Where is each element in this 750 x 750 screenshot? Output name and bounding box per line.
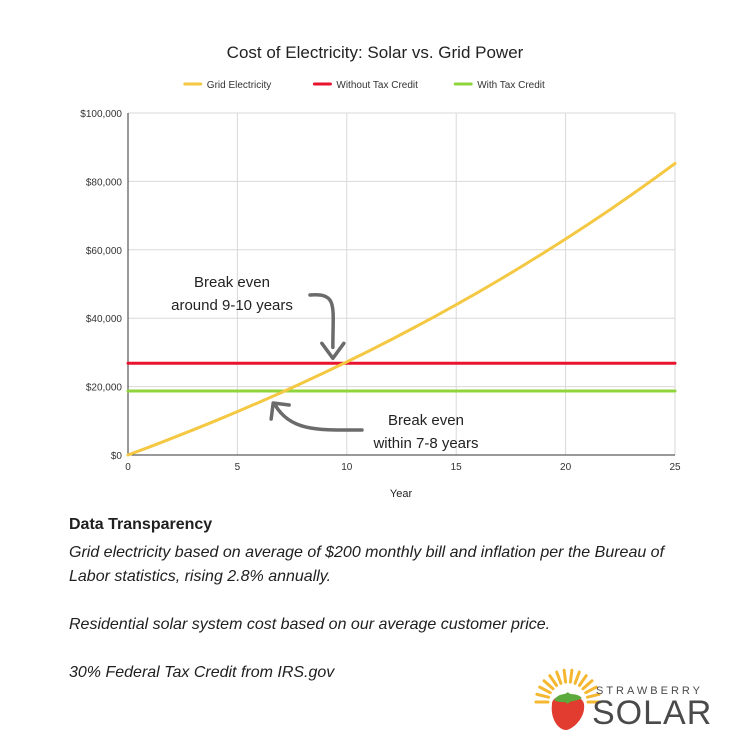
strawberry-solar-logo: STRAWBERRY SOLAR [534, 668, 712, 732]
strawberry-icon [551, 695, 585, 730]
annotation-text: within 7-8 years [372, 435, 478, 452]
chart-annotations: Break even around 9-10 years Break even wit… [171, 274, 478, 452]
annotation-text: Break even [194, 274, 270, 291]
y-tick-label: $60,000 [86, 246, 123, 257]
annotation-arrowhead [269, 401, 291, 421]
cost-chart: Cost of Electricity: Solar vs. Grid Powe… [80, 43, 681, 500]
annotation-arrowhead [320, 341, 346, 361]
y-tick-label: $100,000 [80, 109, 122, 120]
note-grid-electricity: Grid electricity based on average of $20… [69, 544, 665, 585]
logo-bottom-word: SOLAR [592, 694, 712, 732]
sun-ray [584, 685, 598, 695]
legend-item: With Tax Credit [453, 80, 545, 91]
annotation-text: around 9-10 years [171, 297, 293, 314]
legend-label: Without Tax Credit [336, 80, 418, 91]
sun-ray [548, 674, 559, 687]
x-tick-label: 20 [560, 462, 572, 473]
y-tick-label: $80,000 [86, 177, 123, 188]
legend-item: Without Tax Credit [312, 80, 418, 91]
annotation-arrow-curve [273, 403, 364, 432]
sun-ray [535, 692, 551, 699]
sun-ray [538, 685, 552, 695]
y-tick-label: $0 [111, 451, 123, 462]
chart-axes: $0 $20,000 $40,000 $60,000 $80,000 $100,000 0 5… [80, 109, 681, 473]
series-line-grid-electricity [126, 162, 677, 457]
chart-legend: Grid Electricity Without Tax Credit With T… [183, 80, 545, 91]
x-tick-label: 10 [341, 462, 353, 473]
y-tick-label: $20,000 [86, 383, 123, 394]
data-transparency-notes: Data Transparency Grid electricity based… [69, 516, 709, 685]
chart-title: Cost of Electricity: Solar vs. Grid Powe… [227, 43, 524, 62]
annotation-text: Break even [388, 412, 464, 429]
legend-label: Grid Electricity [207, 80, 271, 91]
sun-ray [562, 668, 568, 684]
leaf-icon [554, 692, 582, 704]
legend-label: With Tax Credit [477, 80, 545, 91]
x-tick-label: 0 [125, 462, 131, 473]
chart-grid [128, 112, 676, 455]
sun-ray [542, 679, 555, 691]
chart-series [126, 162, 677, 457]
notes-heading: Data Transparency [69, 516, 213, 533]
note-solar-cost: Residential solar system cost based on o… [69, 616, 551, 633]
y-tick-label: $40,000 [86, 314, 123, 325]
x-axis-label: Year [390, 488, 413, 500]
sun-ray [585, 692, 601, 699]
x-tick-label: 5 [235, 462, 241, 473]
legend-item: Grid Electricity [183, 80, 271, 91]
sun-ray [555, 670, 563, 685]
sun-ray [581, 679, 594, 691]
logo-top-word: STRAWBERRY [596, 685, 703, 697]
sun-icon [534, 668, 602, 704]
x-tick-label: 25 [669, 462, 681, 473]
sun-ray [577, 674, 588, 687]
note-tax-credit: 30% Federal Tax Credit from IRS.gov [69, 664, 335, 681]
x-tick-label: 15 [451, 462, 463, 473]
annotation-arrow-curve [308, 293, 335, 350]
sun-ray [573, 670, 581, 685]
sun-ray [568, 668, 574, 684]
